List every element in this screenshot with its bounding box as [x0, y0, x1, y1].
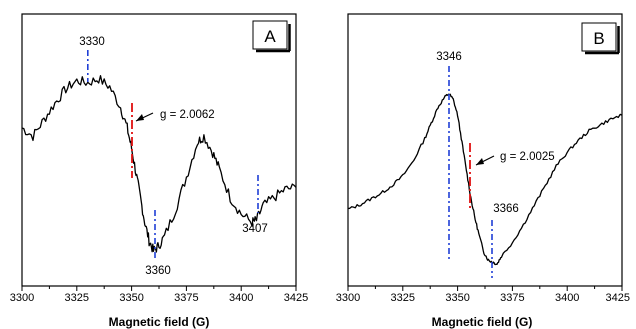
- x-tick-labels-b: 3300 3325 3350 3375 3400 3425: [336, 292, 630, 304]
- peak-label-3346: 3346: [436, 51, 462, 63]
- x-tick-label: 3425: [284, 292, 308, 304]
- x-tick-label: 3400: [555, 292, 579, 304]
- x-ticks-b: [347, 286, 623, 291]
- peak-label-3330: 3330: [79, 36, 105, 48]
- panel-a: 3300 3325 3350 3375 3400 3425 Magnetic f…: [10, 13, 308, 329]
- series-line-b: [347, 93, 623, 266]
- panel-letter-box-b: B: [581, 22, 620, 55]
- x-tick-label: 3375: [500, 292, 524, 304]
- x-tick-label: 3300: [336, 292, 360, 304]
- panel-letter-b: B: [593, 29, 604, 48]
- g-value-a: g = 2.0062: [160, 109, 215, 121]
- x-ticks-a: [21, 286, 297, 291]
- peak-label-3407: 3407: [242, 223, 268, 235]
- panel-letter-box-a: A: [252, 20, 291, 53]
- x-axis-title-a: Magnetic field (G): [109, 315, 210, 329]
- x-tick-label: 3300: [10, 292, 34, 304]
- x-tick-label: 3325: [65, 292, 89, 304]
- x-tick-label: 3400: [229, 292, 253, 304]
- x-tick-label: 3325: [391, 292, 415, 304]
- series-line-a: [21, 75, 297, 253]
- x-tick-label: 3350: [445, 292, 469, 304]
- panel-b: 3300 3325 3350 3375 3400 3425 Magnetic f…: [336, 13, 630, 329]
- peak-label-3360: 3360: [145, 265, 171, 277]
- panel-letter-a: A: [264, 27, 276, 46]
- x-tick-label: 3425: [606, 292, 630, 304]
- g-arrowhead-a: [136, 114, 144, 121]
- g-value-b: g = 2.0025: [500, 151, 555, 163]
- plot-frame-b: [347, 13, 623, 287]
- peak-label-3366: 3366: [493, 203, 519, 215]
- x-tick-label: 3375: [174, 292, 198, 304]
- x-axis-title-b: Magnetic field (G): [432, 315, 533, 329]
- g-arrowhead-b: [476, 158, 484, 165]
- x-tick-labels-a: 3300 3325 3350 3375 3400 3425: [10, 292, 308, 304]
- x-tick-label: 3350: [119, 292, 143, 304]
